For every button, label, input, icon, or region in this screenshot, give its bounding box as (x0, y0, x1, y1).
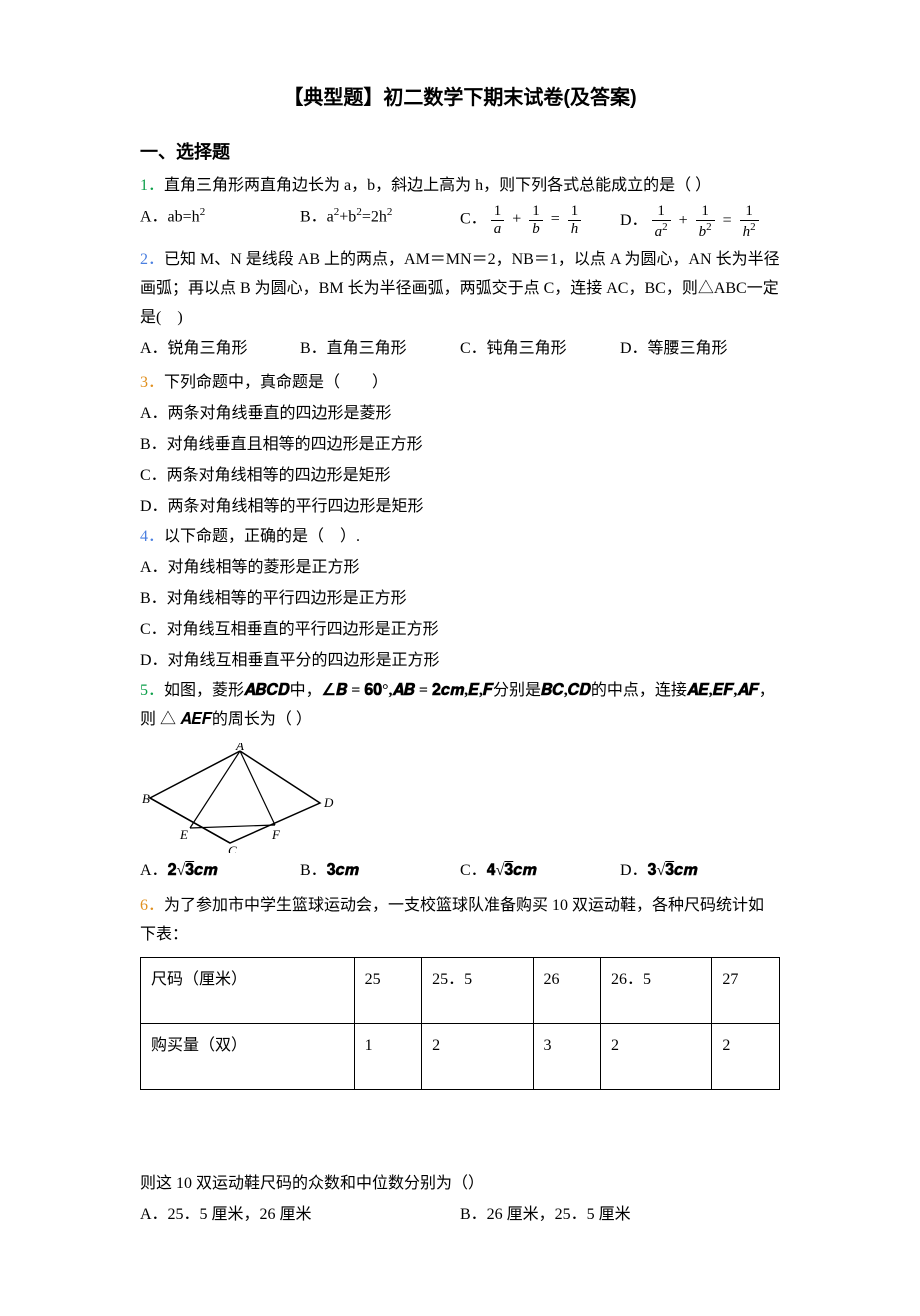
spacer (140, 1120, 780, 1170)
option-a: A．两条对角线垂直的四边形是菱形 (140, 400, 780, 429)
svg-text:D: D (323, 795, 334, 810)
options: A．对角线相等的菱形是正方形 B．对角线相等的平行四边形是正方形 C．对角线互相… (140, 554, 780, 675)
exam-page: 【典型题】初二数学下期末试卷(及答案) 一、选择题 1．直角三角形两直角边长为 … (0, 0, 920, 1316)
table-row: 购买量（双） 1 2 3 2 2 (141, 1024, 780, 1090)
svg-text:E: E (179, 827, 188, 842)
cell: 购买量（双） (141, 1024, 355, 1090)
question-2: 2．已知 M、N 是线段 AB 上的两点，AM＝MN＝2，NB＝1，以点 A 为… (140, 246, 780, 363)
qnum: 3． (140, 374, 164, 391)
option-a: A．𝟐√𝟑𝒄𝒎 (140, 857, 300, 886)
option-d: D．两条对角线相等的平行四边形是矩形 (140, 493, 780, 522)
option-d: D．对角线互相垂直平分的四边形是正方形 (140, 647, 780, 676)
option-b: B．𝟑𝒄𝒎 (300, 857, 460, 886)
option-b: B．对角线垂直且相等的四边形是正方形 (140, 431, 780, 460)
svg-text:C: C (228, 843, 237, 853)
cell: 26．5 (601, 958, 712, 1024)
cell: 2 (601, 1024, 712, 1090)
q-text: 以下命题，正确的是（ ）. (164, 528, 360, 545)
question-1: 1．直角三角形两直角边长为 a，b，斜边上高为 h，则下列各式总能成立的是（ ）… (140, 172, 780, 240)
q6-after: 则这 10 双运动鞋尺码的众数和中位数分别为（） (140, 1170, 780, 1199)
option-a: A．ab=h2 (140, 203, 300, 240)
options: A．ab=h2 B．a2+b2=2h2 C． 1a + 1b = 1h D． 1… (140, 203, 780, 240)
options: A．锐角三角形 B．直角三角形 C．钝角三角形 D．等腰三角形 (140, 335, 780, 364)
option-a: A．锐角三角形 (140, 335, 300, 364)
question-5: 5．如图，菱形𝑨𝑩𝑪𝑫中，∠𝑩 = 𝟔𝟎°,𝑨𝑩 = 𝟐𝒄𝒎,𝑬,𝑭分别是𝑩𝑪,… (140, 677, 780, 885)
q-text: 已知 M、N 是线段 AB 上的两点，AM＝MN＝2，NB＝1，以点 A 为圆心… (140, 251, 780, 326)
option-b: B．直角三角形 (300, 335, 460, 364)
q5-line2: 则 △ 𝑨𝑬𝑭的周长为（ ） (140, 706, 780, 735)
cell: 2 (422, 1024, 533, 1090)
cell: 26 (533, 958, 601, 1024)
svg-text:B: B (142, 791, 150, 806)
qnum: 5． (140, 682, 164, 699)
option-a: A．25．5 厘米，26 厘米 (140, 1201, 460, 1230)
option-b: B．26 厘米，25．5 厘米 (460, 1201, 780, 1230)
option-b: B．a2+b2=2h2 (300, 203, 460, 240)
svg-text:F: F (271, 827, 281, 842)
option-c: C．两条对角线相等的四边形是矩形 (140, 462, 780, 491)
question-6: 6．为了参加市中学生篮球运动会，一支校篮球队准备购买 10 双运动鞋，各种尺码统… (140, 892, 780, 1230)
table-row: 尺码（厘米） 25 25．5 26 26．5 27 (141, 958, 780, 1024)
qnum: 4． (140, 528, 164, 545)
option-d: D．𝟑√𝟑𝒄𝒎 (620, 857, 780, 886)
cell: 尺码（厘米） (141, 958, 355, 1024)
options: A．两条对角线垂直的四边形是菱形 B．对角线垂直且相等的四边形是正方形 C．两条… (140, 400, 780, 521)
cell: 25．5 (422, 958, 533, 1024)
question-4: 4．以下命题，正确的是（ ）. A．对角线相等的菱形是正方形 B．对角线相等的平… (140, 523, 780, 675)
options: A．𝟐√𝟑𝒄𝒎 B．𝟑𝒄𝒎 C．𝟒√𝟑𝒄𝒎 D．𝟑√𝟑𝒄𝒎 (140, 857, 780, 886)
section-heading: 一、选择题 (140, 136, 780, 168)
q-text: 为了参加市中学生篮球运动会，一支校篮球队准备购买 10 双运动鞋，各种尺码统计如… (140, 897, 764, 943)
cell: 3 (533, 1024, 601, 1090)
option-b: B．对角线相等的平行四边形是正方形 (140, 585, 780, 614)
q-text: 下列命题中，真命题是（ ） (164, 374, 388, 391)
option-d: D． 1a2 + 1b2 = 1h2 (620, 203, 780, 240)
cell: 1 (354, 1024, 422, 1090)
qnum: 1． (140, 177, 164, 194)
q-text: 如图，菱形𝑨𝑩𝑪𝑫中，∠𝑩 = 𝟔𝟎°,𝑨𝑩 = 𝟐𝒄𝒎,𝑬,𝑭分别是𝑩𝑪,𝑪𝑫… (164, 682, 775, 699)
qnum: 6． (140, 897, 164, 914)
q-text: 直角三角形两直角边长为 a，b，斜边上高为 h，则下列各式总能成立的是（ ） (164, 177, 711, 194)
options: A．25．5 厘米，26 厘米 B．26 厘米，25．5 厘米 (140, 1201, 780, 1230)
svg-text:A: A (235, 743, 244, 753)
option-a: A．对角线相等的菱形是正方形 (140, 554, 780, 583)
cell: 27 (712, 958, 780, 1024)
shoe-table: 尺码（厘米） 25 25．5 26 26．5 27 购买量（双） 1 2 3 2… (140, 957, 780, 1090)
rhombus-figure: A B C D E F (140, 743, 780, 853)
page-title: 【典型题】初二数学下期末试卷(及答案) (140, 80, 780, 116)
option-c: C．钝角三角形 (460, 335, 620, 364)
option-d: D．等腰三角形 (620, 335, 780, 364)
option-c: C． 1a + 1b = 1h (460, 203, 620, 240)
option-c: C．𝟒√𝟑𝒄𝒎 (460, 857, 620, 886)
option-c: C．对角线互相垂直的平行四边形是正方形 (140, 616, 780, 645)
cell: 2 (712, 1024, 780, 1090)
qnum: 2． (140, 251, 164, 268)
question-3: 3．下列命题中，真命题是（ ） A．两条对角线垂直的四边形是菱形 B．对角线垂直… (140, 369, 780, 521)
cell: 25 (354, 958, 422, 1024)
